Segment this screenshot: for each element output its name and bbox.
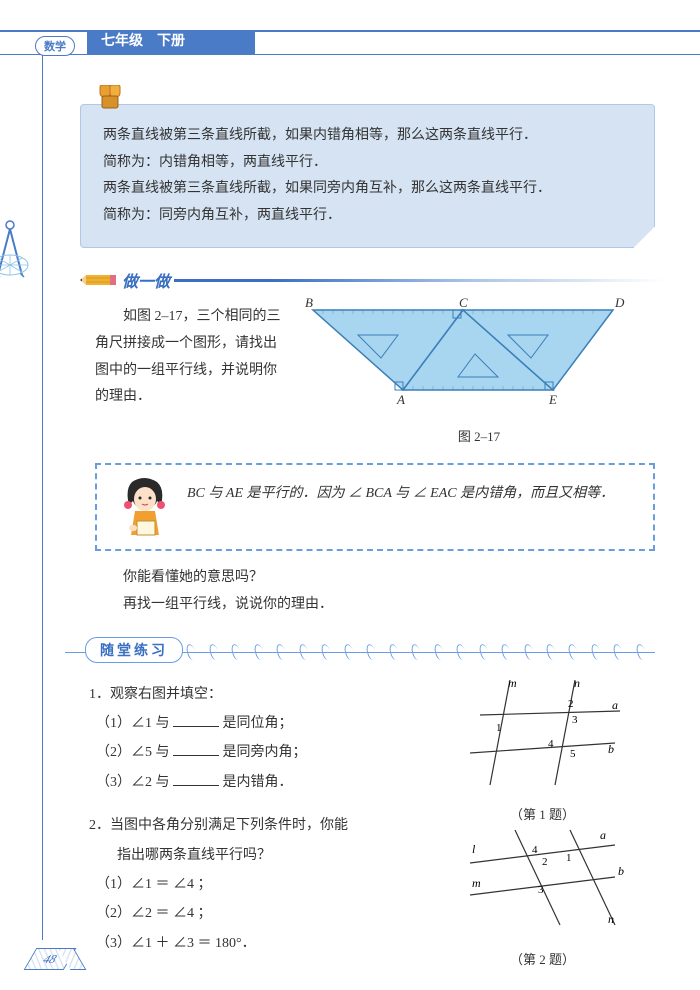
- svg-text:4: 4: [532, 844, 538, 856]
- label-B: B: [305, 295, 313, 311]
- figure-caption: 图 2–17: [303, 426, 655, 445]
- exercises: 1．观察右图并填空： （1）∠1 与 是同位角； （2）∠5 与 是同旁内角； …: [89, 680, 655, 959]
- answer-text: BC 与 AE 是平行的．因为 ∠ BCA 与 ∠ EAC 是内错角，而且又相等…: [187, 481, 633, 508]
- answer-box: BC 与 AE 是平行的．因为 ∠ BCA 与 ∠ EAC 是内错角，而且又相等…: [95, 463, 655, 551]
- svg-text:a: a: [612, 698, 618, 712]
- svg-text:4: 4: [548, 738, 554, 750]
- q1-diagram: m n a b 1 2 3 4 5 （第 1 题）: [460, 675, 625, 829]
- exercise-title: 随堂练习: [85, 637, 183, 663]
- pencil-icon: [80, 273, 116, 287]
- svg-text:n: n: [608, 912, 614, 926]
- page-corner: [633, 226, 655, 248]
- svg-text:b: b: [608, 742, 614, 756]
- q2-stem2: 指出哪两条直线平行吗？: [117, 848, 271, 863]
- header: 数学 七年级 下册: [45, 30, 665, 54]
- subject-tag: 数学: [35, 36, 75, 56]
- section-underline: [174, 279, 665, 282]
- activity: 如图 2–17，三个相同的三角尺拼接成一个图形，请找出图中的一组平行线，并说明你…: [95, 300, 655, 445]
- activity-diagram: B C D A E 图 2–17: [303, 300, 655, 445]
- info-p3: 两条直线被第三条直线所截，如果同旁内角互补，那么这两条直线平行．: [103, 176, 632, 203]
- svg-text:m: m: [472, 876, 481, 890]
- label-E: E: [549, 392, 557, 408]
- girl-icon: [117, 477, 172, 542]
- svg-text:a: a: [600, 828, 606, 842]
- compass-icon: [0, 215, 30, 285]
- blank[interactable]: [173, 772, 219, 786]
- followup-1: 你能看懂她的意思吗？: [95, 565, 655, 592]
- svg-text:n: n: [574, 676, 580, 690]
- svg-text:3: 3: [538, 884, 544, 896]
- activity-text: 如图 2–17，三个相同的三角尺拼接成一个图形，请找出图中的一组平行线，并说明你…: [95, 300, 285, 445]
- svg-text:3: 3: [572, 714, 578, 726]
- q2-diagram: l m n a b 4 2 1 3 （第 2 题）: [460, 825, 625, 974]
- info-p1: 两条直线被第三条直线所截，如果内错角相等，那么这两条直线平行．: [103, 123, 632, 150]
- blank[interactable]: [173, 742, 219, 756]
- section-title: 做一做: [80, 268, 665, 292]
- clip-icon: [96, 85, 124, 111]
- svg-text:b: b: [618, 864, 624, 878]
- section-label: 做一做: [122, 268, 170, 292]
- svg-text:1: 1: [566, 852, 572, 864]
- label-C: C: [459, 295, 468, 311]
- book-title: 七年级 下册: [87, 30, 255, 54]
- svg-text:2: 2: [568, 698, 574, 710]
- q2-caption: （第 2 题）: [460, 946, 625, 973]
- vertical-rule: [42, 54, 43, 940]
- svg-text:l: l: [472, 842, 476, 856]
- page-number: 48: [30, 948, 80, 970]
- triangle-diagram: [303, 300, 633, 405]
- blank[interactable]: [173, 713, 219, 727]
- svg-text:5: 5: [570, 748, 576, 760]
- info-p4: 简称为：同旁内角互补，两直线平行．: [103, 203, 632, 230]
- followup-2: 再找一组平行线，说说你的理由．: [95, 592, 655, 619]
- followup: 你能看懂她的意思吗？ 再找一组平行线，说说你的理由．: [95, 565, 655, 618]
- svg-text:m: m: [508, 676, 517, 690]
- q1-stem: 观察右图并填空：: [110, 687, 222, 702]
- info-p2: 简称为：内错角相等，两直线平行．: [103, 150, 632, 177]
- svg-text:2: 2: [542, 856, 548, 868]
- label-A: A: [397, 392, 405, 408]
- header-line-bottom: [0, 54, 700, 55]
- label-D: D: [615, 295, 624, 311]
- svg-text:1: 1: [496, 722, 502, 734]
- q2-stem1: 当图中各角分别满足下列条件时，你能: [110, 818, 348, 833]
- page: 数学 七年级 下册 两条直线被第三条直线所截，如果内错角相等，那么这两条直线平行…: [0, 0, 700, 990]
- info-box: 两条直线被第三条直线所截，如果内错角相等，那么这两条直线平行． 简称为：内错角相…: [80, 104, 655, 248]
